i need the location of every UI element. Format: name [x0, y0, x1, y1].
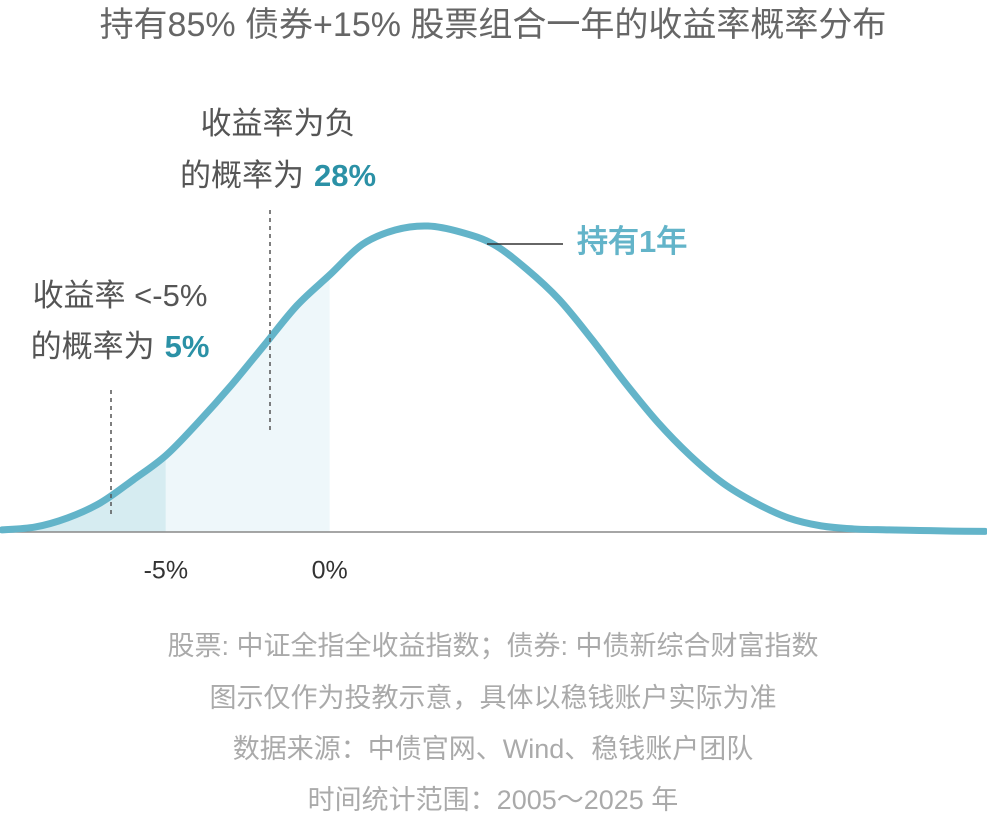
annotation-text: 的概率为	[31, 329, 155, 364]
x-tick-label: -5%	[144, 557, 188, 585]
annotation-text: 收益率为负	[201, 106, 356, 141]
x-tick-label: 0%	[312, 557, 348, 585]
annotation-text: 收益率 <-5%	[33, 278, 208, 313]
footnote: 股票: 中证全指全收益指数；债券: 中债新综合财富指数	[167, 631, 818, 661]
shaded-area	[165, 274, 330, 532]
annotation-highlight: 5%	[165, 329, 210, 364]
footnote: 时间统计范围：2005～2025 年	[308, 785, 679, 815]
footnote: 数据来源：中债官网、Wind、稳钱账户团队	[233, 734, 754, 764]
annotation-text: 的概率为	[180, 158, 304, 193]
annotation-text: 的概率为 5%	[31, 329, 210, 364]
annotation-text: 的概率为 28%	[180, 158, 376, 193]
shaded-area	[2, 455, 166, 532]
footnote: 图示仅作为投教示意，具体以稳钱账户实际为准	[210, 683, 777, 713]
chart-title: 持有85% 债券+15% 股票组合一年的收益率概率分布	[100, 6, 887, 44]
annotation-highlight: 28%	[314, 158, 376, 193]
legend-label: 持有1年	[577, 224, 687, 259]
